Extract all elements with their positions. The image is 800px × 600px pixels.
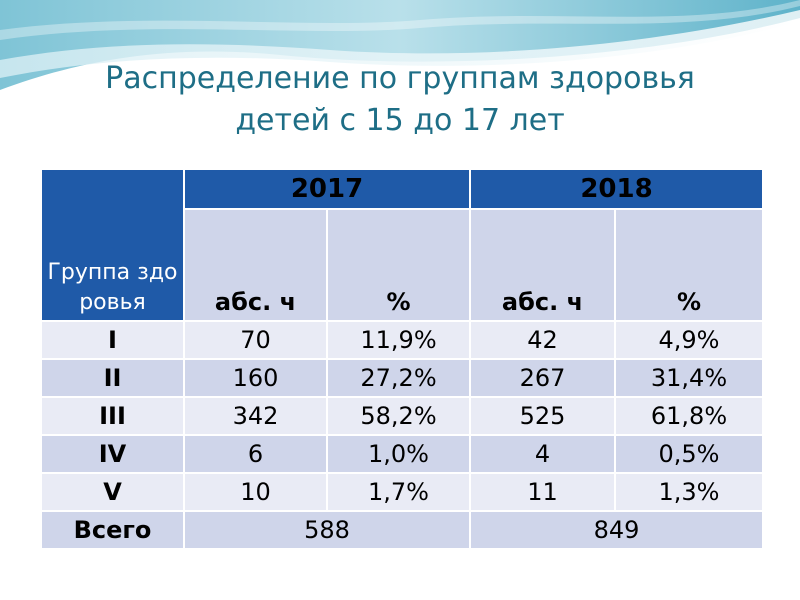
total-row: Всего 588 849 [40, 510, 764, 550]
table-row: V 10 1,7% 11 1,3% [40, 472, 764, 512]
cell-pct-2017: 1,0% [326, 434, 471, 474]
table-row: IV 6 1,0% 4 0,5% [40, 434, 764, 474]
group-column-header: Группа здоровья [40, 168, 185, 322]
table-row: II 160 27,2% 267 31,4% [40, 358, 764, 398]
total-2017: 588 [183, 510, 471, 550]
subheader-abs-2018: абс. ч [469, 208, 616, 322]
decorative-wave-banner [0, 0, 800, 90]
cell-abs-2018: 42 [469, 320, 616, 360]
row-label: III [40, 396, 185, 436]
subheader-pct-2018: % [614, 208, 764, 322]
cell-abs-2017: 342 [183, 396, 328, 436]
slide-title: Распределение по группам здоровья детей … [0, 58, 800, 142]
cell-abs-2018: 4 [469, 434, 616, 474]
cell-pct-2017: 1,7% [326, 472, 471, 512]
title-line-1: Распределение по группам здоровья [105, 61, 695, 96]
subheader-abs-2017: абс. ч [183, 208, 328, 322]
cell-abs-2018: 11 [469, 472, 616, 512]
total-2018: 849 [469, 510, 764, 550]
row-label: I [40, 320, 185, 360]
table-row: III 342 58,2% 525 61,8% [40, 396, 764, 436]
cell-pct-2017: 27,2% [326, 358, 471, 398]
cell-pct-2018: 0,5% [614, 434, 764, 474]
row-label: IV [40, 434, 185, 474]
cell-abs-2017: 70 [183, 320, 328, 360]
year-header-2018: 2018 [469, 168, 764, 210]
subheader-pct-2017: % [326, 208, 471, 322]
cell-pct-2018: 61,8% [614, 396, 764, 436]
total-label: Всего [40, 510, 185, 550]
cell-abs-2018: 525 [469, 396, 616, 436]
cell-pct-2017: 58,2% [326, 396, 471, 436]
table-row: I 70 11,9% 42 4,9% [40, 320, 764, 360]
health-groups-table: Группа здоровья 2017 2018 абс. ч % абс. … [40, 168, 764, 550]
row-label: V [40, 472, 185, 512]
cell-pct-2018: 4,9% [614, 320, 764, 360]
cell-pct-2018: 1,3% [614, 472, 764, 512]
cell-abs-2017: 6 [183, 434, 328, 474]
row-label: II [40, 358, 185, 398]
cell-abs-2017: 160 [183, 358, 328, 398]
title-line-2: детей с 15 до 17 лет [235, 103, 565, 138]
cell-pct-2018: 31,4% [614, 358, 764, 398]
year-header-2017: 2017 [183, 168, 471, 210]
cell-abs-2018: 267 [469, 358, 616, 398]
cell-abs-2017: 10 [183, 472, 328, 512]
cell-pct-2017: 11,9% [326, 320, 471, 360]
